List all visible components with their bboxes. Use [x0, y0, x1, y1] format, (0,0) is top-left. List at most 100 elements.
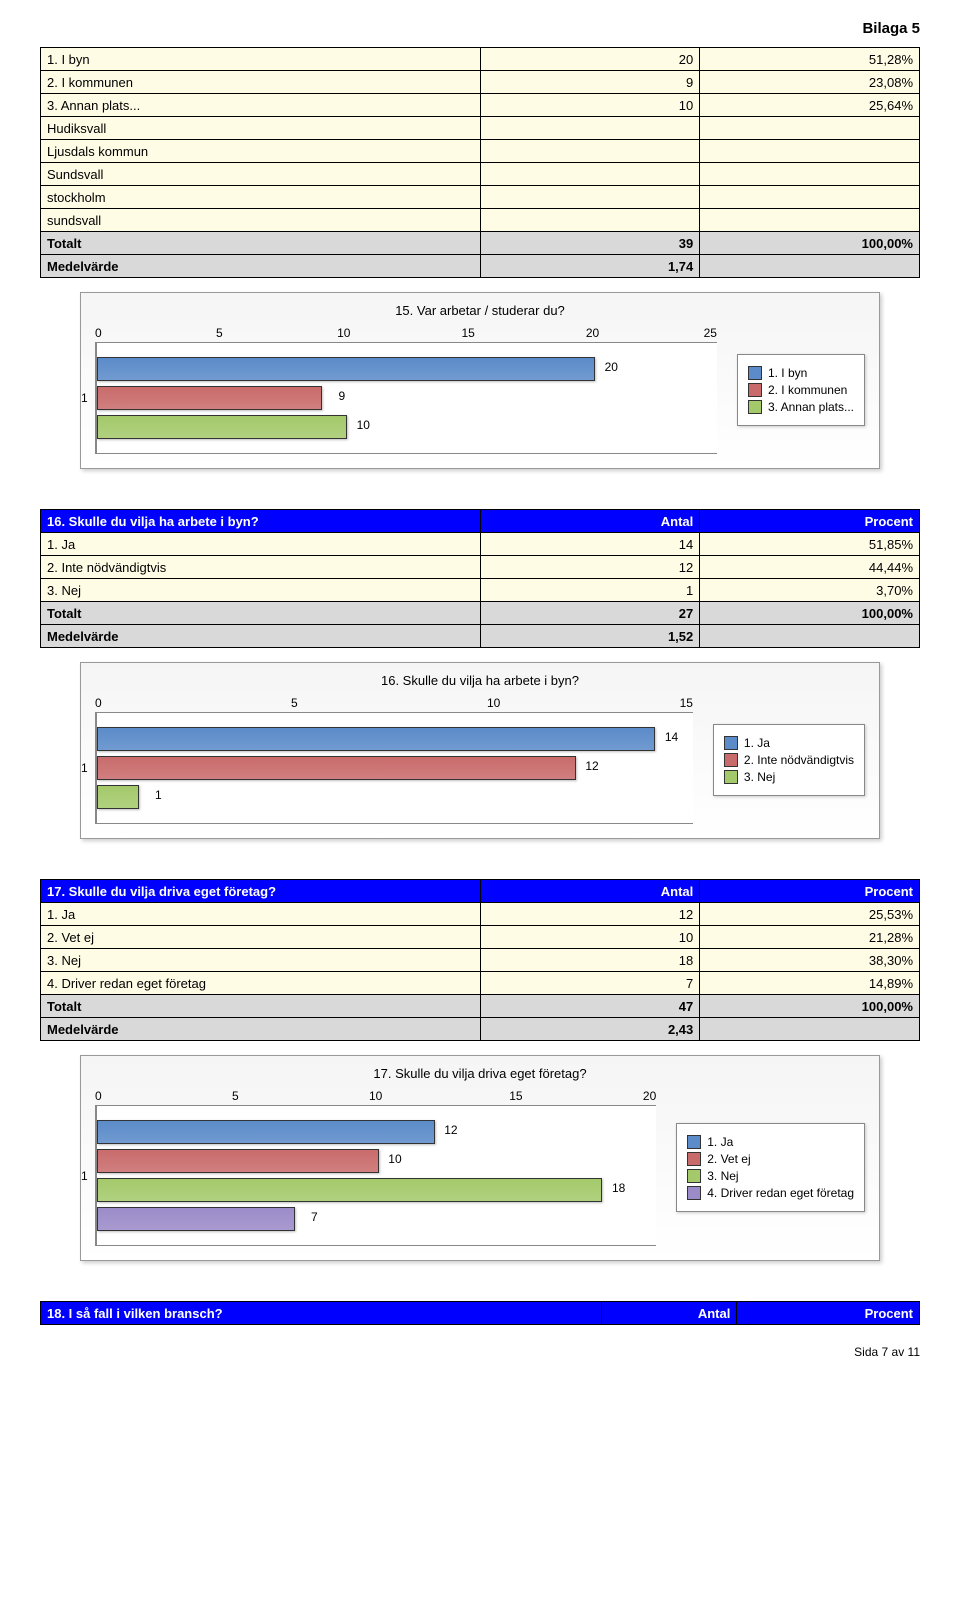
legend-label: 3. Nej: [707, 1169, 738, 1183]
totalt-p: 100,00%: [700, 232, 920, 255]
antal-header: Antal: [480, 510, 700, 533]
row-label: Sundsvall: [41, 163, 481, 186]
axis-tick: 15: [446, 1089, 586, 1103]
row-count: [480, 140, 700, 163]
row-label: 2. I kommunen: [41, 71, 481, 94]
row-count: [480, 209, 700, 232]
bar: 18: [97, 1178, 602, 1202]
row-label: Ljusdals kommun: [41, 140, 481, 163]
row-count: 7: [480, 972, 700, 995]
row-count: [480, 163, 700, 186]
legend: 1. I byn 2. I kommunen 3. Annan plats...: [737, 354, 865, 426]
legend-swatch: [687, 1186, 701, 1200]
chart-title: 17. Skulle du vilja driva eget företag?: [95, 1066, 865, 1081]
row-count: 12: [480, 903, 700, 926]
bar: 12: [97, 756, 576, 780]
bar-value-label: 1: [155, 788, 162, 802]
page-footer: Sida 7 av 11: [40, 1345, 920, 1359]
legend-item: 1. I byn: [748, 366, 854, 380]
row-count: 9: [480, 71, 700, 94]
legend-swatch: [687, 1169, 701, 1183]
row-count: 10: [480, 94, 700, 117]
legend-swatch: [687, 1152, 701, 1166]
row-percent: [700, 140, 920, 163]
bar-value-label: 10: [388, 1152, 401, 1166]
legend-swatch: [748, 366, 762, 380]
bar-value-label: 14: [665, 730, 678, 744]
row-label: 1. I byn: [41, 48, 481, 71]
row-label: 3. Nej: [41, 949, 481, 972]
row-percent: 14,89%: [700, 972, 920, 995]
row-label: 2. Vet ej: [41, 926, 481, 949]
legend-item: 1. Ja: [724, 736, 854, 750]
row-percent: 44,44%: [700, 556, 920, 579]
legend-label: 4. Driver redan eget företag: [707, 1186, 854, 1200]
legend-item: 2. Vet ej: [687, 1152, 854, 1166]
bar-value-label: 20: [605, 360, 618, 374]
bar-value-label: 9: [338, 389, 345, 403]
row-count: 1: [480, 579, 700, 602]
legend-label: 2. Vet ej: [707, 1152, 750, 1166]
table-q18: 18. I så fall i vilken bransch?AntalProc…: [40, 1301, 920, 1325]
row-percent: 25,53%: [700, 903, 920, 926]
axis-tick: 5: [157, 326, 281, 340]
row-count: 20: [480, 48, 700, 71]
bar: 10: [97, 1149, 379, 1173]
bar-value-label: 12: [444, 1123, 457, 1137]
row-percent: 51,28%: [700, 48, 920, 71]
row-percent: [700, 186, 920, 209]
bar-value-label: 7: [311, 1210, 318, 1224]
legend-label: 1. Ja: [707, 1135, 733, 1149]
legend: 1. Ja 2. Vet ej 3. Nej 4. Driver redan eget…: [676, 1123, 865, 1212]
row-count: [480, 117, 700, 140]
legend-label: 2. I kommunen: [768, 383, 847, 397]
axis-tick: 0: [95, 1089, 165, 1103]
legend-item: 2. I kommunen: [748, 383, 854, 397]
y-axis-label: 1: [81, 761, 88, 775]
axis-tick: 0: [95, 696, 195, 710]
row-percent: [700, 209, 920, 232]
legend-swatch: [724, 736, 738, 750]
row-label: 4. Driver redan eget företag: [41, 972, 481, 995]
axis-tick: 15: [406, 326, 530, 340]
legend-swatch: [724, 770, 738, 784]
row-label: stockholm: [41, 186, 481, 209]
medel-v: 1,74: [480, 255, 700, 278]
legend-item: 4. Driver redan eget företag: [687, 1186, 854, 1200]
legend-label: 3. Annan plats...: [768, 400, 854, 414]
row-count: [480, 186, 700, 209]
legend-item: 3. Annan plats...: [748, 400, 854, 414]
legend-swatch: [687, 1135, 701, 1149]
chart-q17: 17. Skulle du vilja driva eget företag? …: [80, 1055, 880, 1261]
row-percent: [700, 163, 920, 186]
chart-q16: 16. Skulle du vilja ha arbete i byn? 051…: [80, 662, 880, 839]
axis-tick: 10: [394, 696, 593, 710]
row-count: 12: [480, 556, 700, 579]
row-label: 1. Ja: [41, 533, 481, 556]
row-count: 14: [480, 533, 700, 556]
legend: 1. Ja 2. Inte nödvändigtvis 3. Nej: [713, 724, 865, 796]
procent-header: Procent: [700, 510, 920, 533]
legend-swatch: [724, 753, 738, 767]
bar: 1: [97, 785, 139, 809]
bar-value-label: 12: [585, 759, 598, 773]
legend-item: 3. Nej: [724, 770, 854, 784]
legend-swatch: [748, 383, 762, 397]
legend-label: 3. Nej: [744, 770, 775, 784]
page-header: Bilaga 5: [40, 20, 920, 37]
legend-swatch: [748, 400, 762, 414]
chart-title: 16. Skulle du vilja ha arbete i byn?: [95, 673, 865, 688]
table-q16: 16. Skulle du vilja ha arbete i byn?Anta…: [40, 509, 920, 648]
row-percent: 25,64%: [700, 94, 920, 117]
question-header: 16. Skulle du vilja ha arbete i byn?: [41, 510, 481, 533]
row-label: 3. Nej: [41, 579, 481, 602]
totalt-label: Totalt: [41, 232, 481, 255]
legend-item: 1. Ja: [687, 1135, 854, 1149]
question-header: 17. Skulle du vilja driva eget företag?: [41, 880, 481, 903]
bar: 20: [97, 357, 595, 381]
axis-tick: 10: [282, 326, 406, 340]
y-axis-label: 1: [81, 1169, 88, 1183]
bar: 9: [97, 386, 322, 410]
legend-item: 3. Nej: [687, 1169, 854, 1183]
legend-label: 2. Inte nödvändigtvis: [744, 753, 854, 767]
